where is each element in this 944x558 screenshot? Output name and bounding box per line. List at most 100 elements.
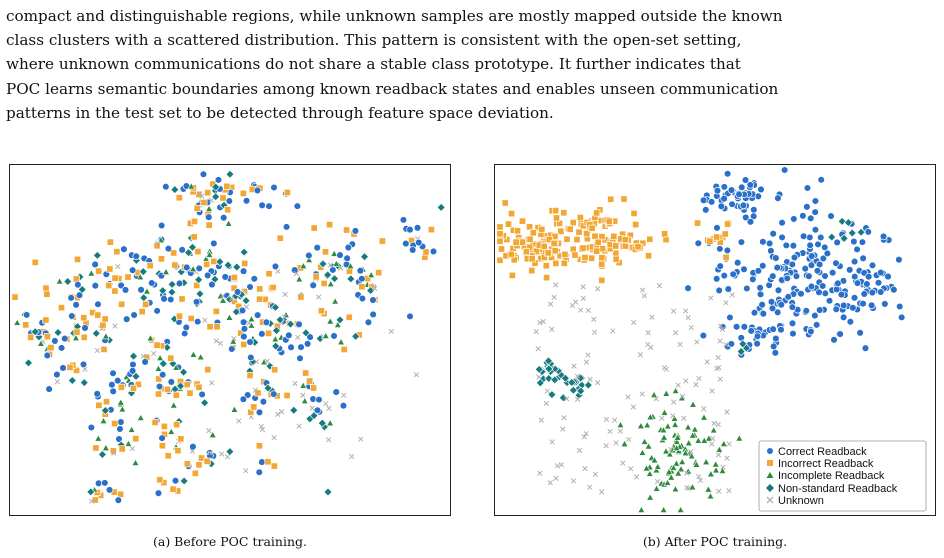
correct-point bbox=[93, 390, 101, 398]
incorrect-point bbox=[206, 323, 214, 331]
incorrect-point bbox=[203, 260, 211, 268]
nonstandard-point bbox=[263, 383, 273, 393]
incorrect-point bbox=[716, 238, 724, 246]
correct-point bbox=[406, 312, 414, 321]
incorrect-point bbox=[102, 398, 111, 406]
incomplete-point bbox=[300, 396, 309, 405]
paragraph-line: where unknown communications do not shar… bbox=[6, 55, 741, 74]
unknown-point bbox=[670, 399, 677, 405]
incorrect-point bbox=[153, 341, 161, 349]
nonstandard-point bbox=[195, 289, 205, 299]
correct-point bbox=[203, 271, 212, 280]
correct-point bbox=[850, 272, 859, 281]
correct-point bbox=[105, 486, 114, 494]
incomplete-point bbox=[247, 321, 256, 329]
incorrect-point bbox=[173, 421, 181, 429]
incomplete-point bbox=[13, 318, 22, 326]
incomplete-point bbox=[660, 433, 668, 441]
unknown-point bbox=[670, 308, 677, 314]
nonstandard-point bbox=[317, 418, 327, 428]
correct-point bbox=[774, 286, 783, 295]
incorrect-point bbox=[528, 267, 536, 275]
unknown-point bbox=[630, 404, 637, 410]
incorrect-point bbox=[27, 333, 35, 341]
incomplete-point bbox=[690, 425, 699, 433]
unknown-point bbox=[587, 484, 593, 490]
unknown-point bbox=[349, 453, 355, 460]
unknown-point bbox=[723, 300, 729, 306]
correct-point bbox=[198, 390, 206, 399]
correct-point bbox=[777, 300, 786, 309]
incorrect-point bbox=[256, 285, 264, 293]
unknown-point bbox=[591, 329, 598, 336]
correct-point bbox=[429, 247, 438, 256]
incorrect-point bbox=[254, 389, 262, 397]
nonstandard-point bbox=[200, 398, 210, 408]
correct-point bbox=[351, 227, 360, 235]
incomplete-point bbox=[735, 434, 744, 442]
incomplete-point bbox=[637, 505, 646, 513]
incorrect-point bbox=[117, 383, 125, 391]
incorrect-point bbox=[607, 195, 615, 203]
incorrect-point bbox=[111, 287, 119, 295]
unknown-point bbox=[206, 428, 212, 434]
unknown-point bbox=[89, 498, 95, 504]
incomplete-point bbox=[156, 353, 164, 362]
incorrect-point bbox=[155, 375, 163, 383]
unknown-point bbox=[281, 314, 287, 320]
legend-marker bbox=[767, 460, 773, 466]
unknown-point bbox=[558, 462, 565, 468]
nonstandard-point bbox=[158, 286, 168, 296]
incomplete-point bbox=[705, 434, 713, 442]
correct-point bbox=[737, 238, 746, 246]
correct-point bbox=[723, 246, 732, 255]
unknown-point bbox=[196, 191, 202, 197]
incomplete-point bbox=[72, 333, 80, 341]
unknown-point bbox=[278, 409, 285, 415]
legend-marker bbox=[766, 472, 774, 478]
incorrect-point bbox=[576, 213, 584, 222]
figure-caption-b: (b) After POC training. bbox=[642, 534, 788, 549]
incomplete-point bbox=[326, 317, 335, 325]
unknown-point bbox=[679, 393, 686, 400]
incorrect-point bbox=[661, 230, 669, 238]
legend-label: Non-standard Readback bbox=[778, 483, 898, 495]
incorrect-point bbox=[204, 366, 212, 374]
unknown-point bbox=[582, 465, 588, 472]
incorrect-point bbox=[246, 371, 254, 379]
correct-point bbox=[772, 254, 780, 262]
correct-point bbox=[117, 418, 125, 426]
nonstandard-point bbox=[436, 202, 446, 212]
incorrect-point bbox=[309, 384, 318, 392]
unknown-point bbox=[111, 450, 117, 456]
correct-point bbox=[753, 339, 761, 348]
incorrect-point bbox=[230, 273, 238, 282]
correct-point bbox=[258, 201, 266, 210]
correct-point bbox=[94, 479, 103, 488]
correct-point bbox=[358, 294, 367, 303]
incorrect-point bbox=[106, 238, 114, 246]
incorrect-point bbox=[706, 237, 714, 245]
nonstandard-point bbox=[576, 386, 586, 396]
incorrect-point bbox=[22, 321, 30, 329]
incomplete-point bbox=[271, 335, 280, 343]
nonstandard-point bbox=[567, 378, 577, 388]
unknown-point bbox=[243, 468, 249, 474]
correct-point bbox=[702, 206, 710, 214]
incorrect-point bbox=[95, 267, 103, 275]
correct-point bbox=[828, 268, 837, 277]
correct-point bbox=[837, 290, 846, 299]
incomplete-point bbox=[305, 255, 314, 263]
unknown-point bbox=[292, 380, 298, 387]
correct-point bbox=[715, 286, 723, 295]
incorrect-point bbox=[31, 258, 39, 266]
incorrect-point bbox=[105, 281, 113, 290]
incorrect-point bbox=[94, 311, 102, 319]
nonstandard-point bbox=[232, 262, 242, 272]
correct-point bbox=[413, 224, 422, 232]
incorrect-point bbox=[11, 293, 19, 301]
correct-point bbox=[782, 241, 791, 250]
nonstandard-point bbox=[97, 449, 107, 459]
incorrect-point bbox=[507, 250, 515, 258]
correct-point bbox=[897, 313, 906, 322]
